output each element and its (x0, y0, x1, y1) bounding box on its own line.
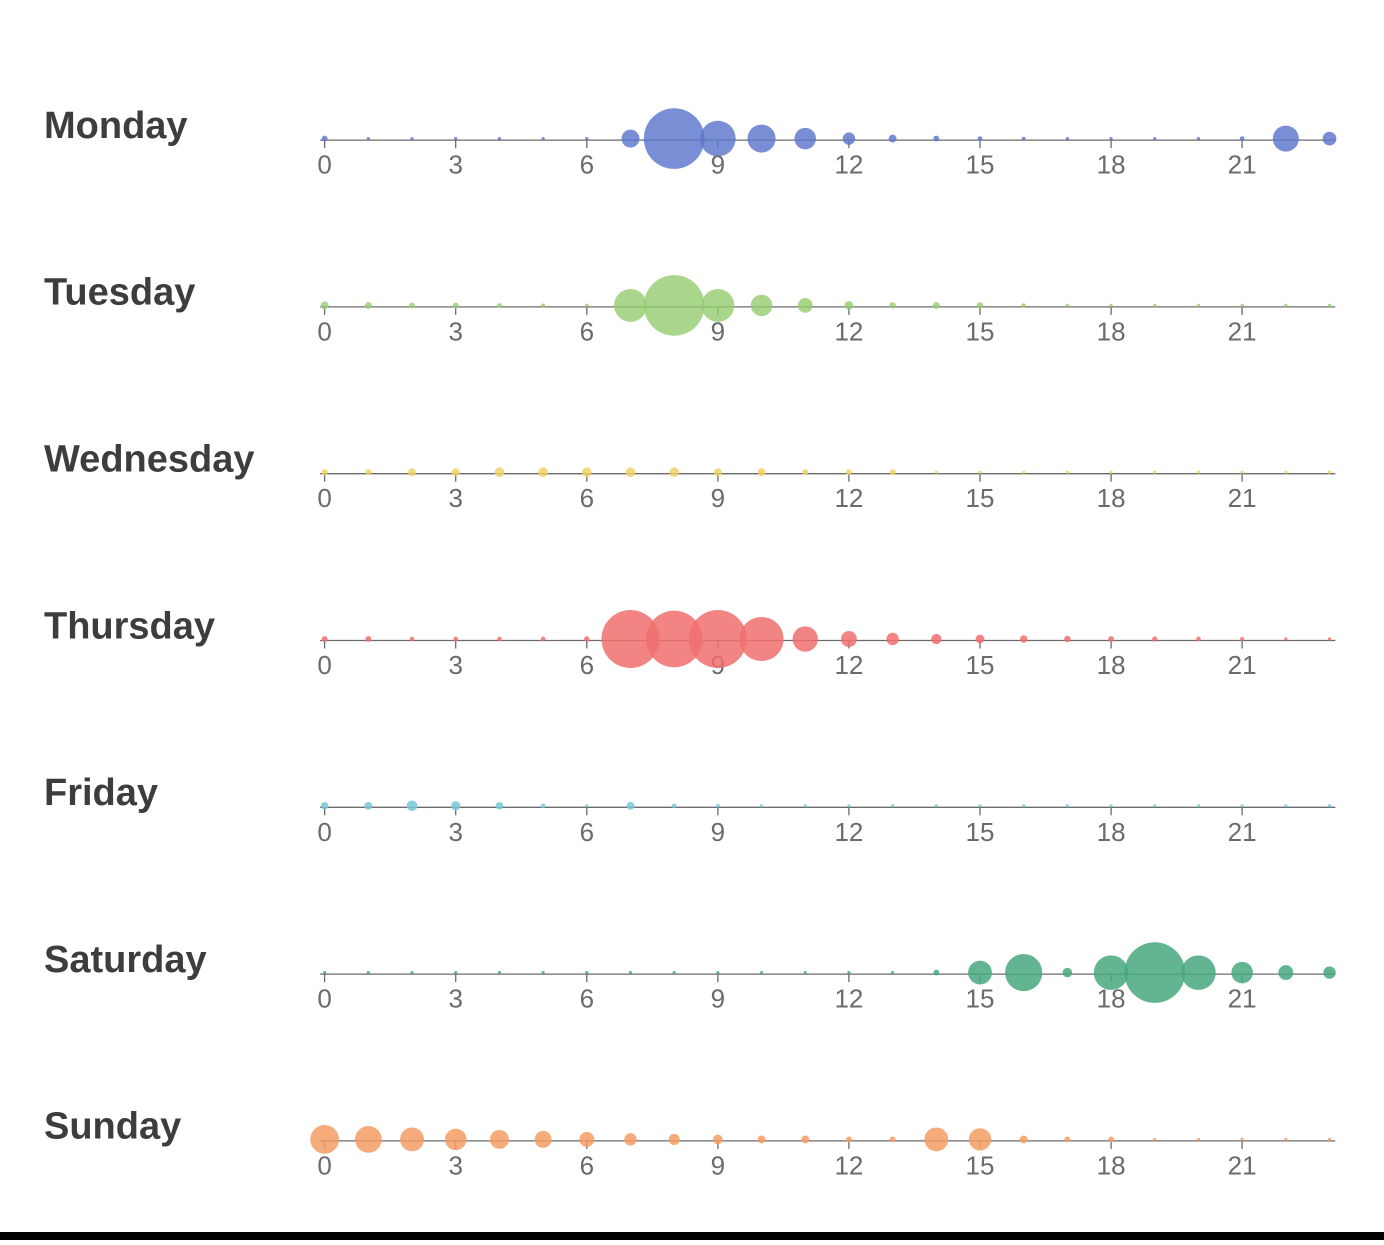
svg-text:15: 15 (966, 817, 995, 847)
svg-text:6: 6 (580, 650, 594, 680)
svg-text:0: 0 (317, 1150, 331, 1180)
svg-text:18: 18 (1097, 817, 1126, 847)
svg-text:12: 12 (834, 316, 863, 346)
svg-text:0: 0 (317, 650, 331, 680)
svg-text:15: 15 (966, 650, 995, 680)
svg-text:6: 6 (580, 984, 594, 1014)
svg-text:21: 21 (1228, 1150, 1257, 1180)
svg-text:6: 6 (580, 483, 594, 513)
svg-text:Sunday: Sunday (44, 1106, 181, 1148)
svg-text:0: 0 (317, 316, 331, 346)
svg-text:6: 6 (580, 1150, 594, 1180)
svg-text:12: 12 (834, 817, 863, 847)
svg-text:21: 21 (1228, 316, 1257, 346)
svg-text:12: 12 (834, 1150, 863, 1180)
svg-text:Tuesday: Tuesday (44, 272, 195, 314)
svg-text:18: 18 (1097, 316, 1126, 346)
svg-text:15: 15 (966, 483, 995, 513)
svg-text:15: 15 (966, 316, 995, 346)
svg-text:12: 12 (834, 984, 863, 1014)
svg-text:21: 21 (1228, 650, 1257, 680)
svg-text:Wednesday: Wednesday (44, 439, 254, 481)
svg-text:0: 0 (317, 817, 331, 847)
svg-text:12: 12 (834, 650, 863, 680)
svg-text:3: 3 (448, 1150, 462, 1180)
svg-text:21: 21 (1228, 483, 1257, 513)
svg-text:9: 9 (711, 1150, 725, 1180)
svg-text:3: 3 (448, 984, 462, 1014)
svg-text:18: 18 (1097, 150, 1126, 180)
svg-text:12: 12 (834, 483, 863, 513)
svg-text:18: 18 (1097, 650, 1126, 680)
svg-text:21: 21 (1228, 984, 1257, 1014)
svg-text:Friday: Friday (44, 772, 158, 814)
svg-text:9: 9 (711, 483, 725, 513)
svg-text:21: 21 (1228, 817, 1257, 847)
svg-text:12: 12 (834, 150, 863, 180)
svg-text:0: 0 (317, 150, 331, 180)
svg-text:6: 6 (580, 316, 594, 346)
svg-text:0: 0 (317, 483, 331, 513)
svg-text:15: 15 (966, 150, 995, 180)
svg-text:3: 3 (448, 817, 462, 847)
svg-text:6: 6 (580, 817, 594, 847)
svg-text:3: 3 (448, 150, 462, 180)
svg-text:9: 9 (711, 817, 725, 847)
svg-text:Saturday: Saturday (44, 939, 207, 981)
svg-text:6: 6 (580, 150, 594, 180)
svg-text:Monday: Monday (44, 105, 188, 147)
svg-text:18: 18 (1097, 1150, 1126, 1180)
svg-text:Thursday: Thursday (44, 605, 215, 647)
svg-text:9: 9 (711, 984, 725, 1014)
svg-text:3: 3 (448, 483, 462, 513)
svg-text:15: 15 (966, 984, 995, 1014)
svg-text:18: 18 (1097, 483, 1126, 513)
svg-text:0: 0 (317, 984, 331, 1014)
svg-text:21: 21 (1228, 150, 1257, 180)
svg-text:15: 15 (966, 1150, 995, 1180)
svg-text:3: 3 (448, 316, 462, 346)
svg-text:3: 3 (448, 650, 462, 680)
